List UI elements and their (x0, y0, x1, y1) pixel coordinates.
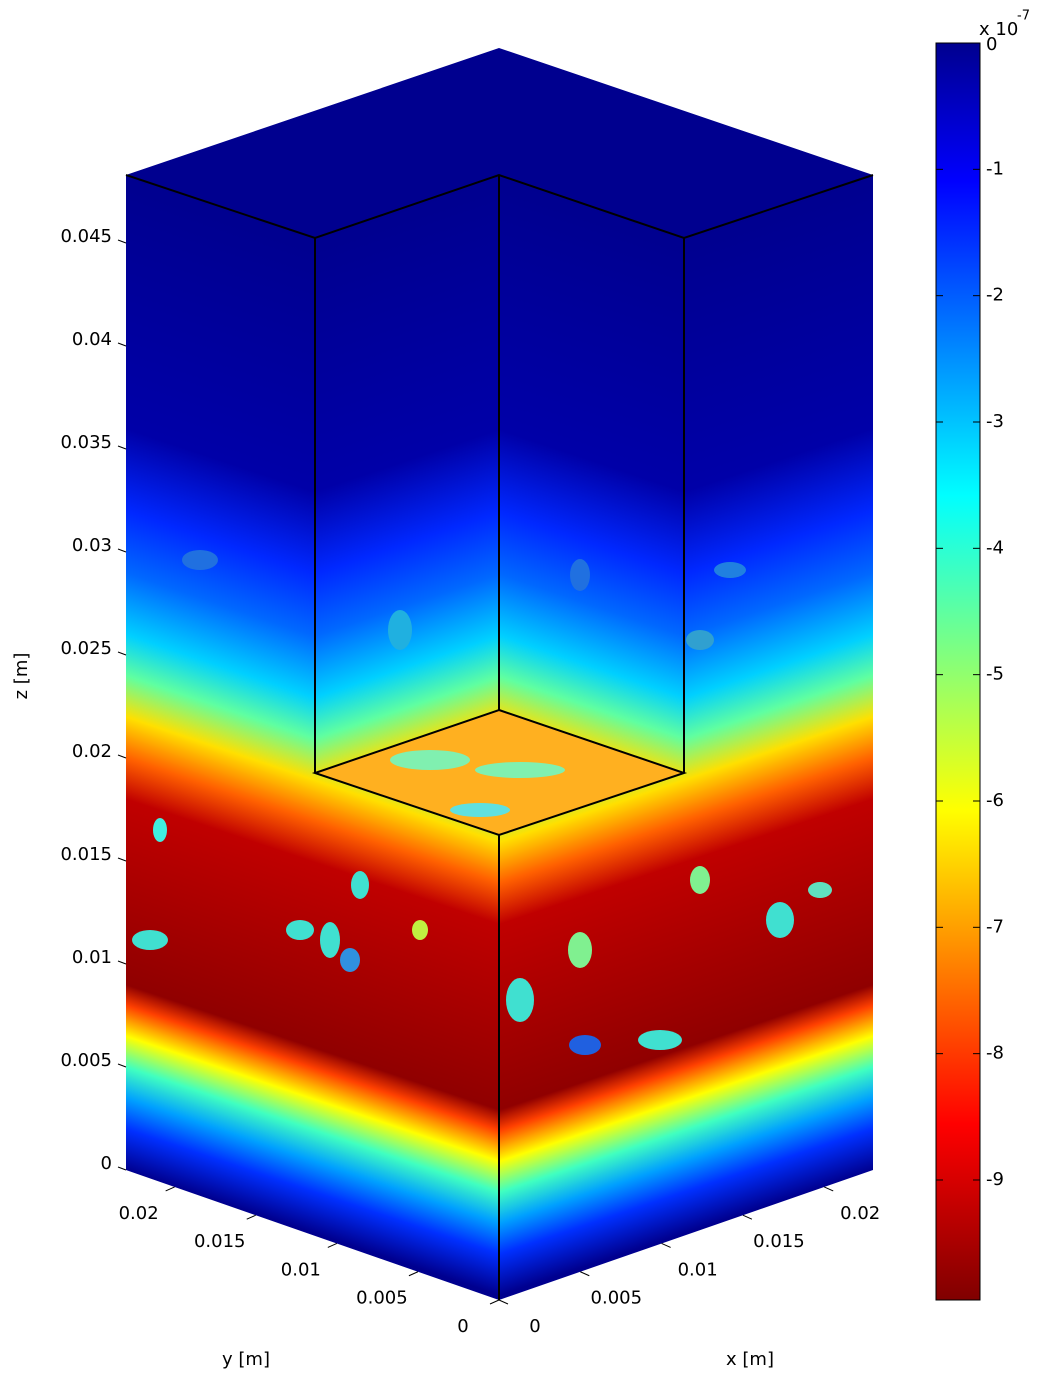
top-face (126, 48, 873, 238)
y-tick-label: 0.005 (356, 1288, 408, 1309)
z-tick-label: 0.015 (60, 844, 112, 865)
inclusion (450, 803, 510, 817)
inclusion (320, 922, 340, 958)
x-tick (580, 1271, 590, 1277)
z-tick (117, 445, 127, 450)
y-tick-label: 0.01 (281, 1259, 321, 1280)
z-tick-label: 0.035 (60, 432, 112, 453)
z-tick (117, 651, 127, 656)
x-tick (742, 1214, 753, 1220)
inclusion (568, 932, 592, 968)
x-tick-label: 0.02 (840, 1203, 880, 1224)
x-tick (498, 1299, 509, 1305)
colorbar-tick-label: 0 (986, 34, 997, 55)
colorbar-tick-label: -6 (986, 790, 1004, 811)
right-face (499, 175, 873, 1300)
inclusion (412, 920, 428, 940)
colorbar-tick-label: -8 (986, 1043, 1004, 1064)
inner-left-wall (315, 175, 499, 773)
z-tick-label: 0.045 (60, 226, 112, 247)
z-tick-label: 0 (101, 1153, 112, 1174)
inclusion (182, 550, 218, 570)
x-tick-label: 0.005 (591, 1288, 643, 1309)
inclusion (569, 1035, 601, 1055)
inclusion (388, 610, 412, 650)
x-tick-label: 0 (529, 1316, 540, 1337)
inclusions (132, 550, 832, 1055)
colorbar-tick-label: -5 (986, 664, 1004, 685)
z-tick-label: 0.01 (72, 947, 112, 968)
z-tick-label: 0.04 (72, 329, 112, 350)
x-tick-label: 0.015 (753, 1231, 805, 1252)
z-tick-label: 0.005 (60, 1050, 112, 1071)
x-axis-label: x [m] (726, 1349, 774, 1370)
y-tick (489, 1299, 500, 1305)
z-tick (117, 960, 127, 965)
inclusion (475, 762, 565, 778)
z-axis-label: z [m] (11, 653, 32, 700)
y-tick-label: 0.015 (194, 1231, 246, 1252)
colorbar-multiplier: x 10 (979, 19, 1018, 40)
z-tick (117, 548, 127, 553)
inclusion (351, 871, 369, 899)
inclusion (340, 948, 360, 972)
y-tick (327, 1243, 338, 1248)
colorbar-tick-label: -9 (986, 1169, 1004, 1190)
y-tick-label: 0.02 (119, 1203, 159, 1224)
colorbar-tick-label: -4 (986, 537, 1004, 558)
inclusion (153, 818, 167, 842)
z-tick (117, 342, 127, 347)
y-tick-label: 0 (457, 1316, 468, 1337)
x-tick-label: 0.01 (678, 1259, 718, 1280)
inner-right-wall (499, 175, 684, 773)
z-tick (117, 239, 127, 244)
colorbar-tick-label: -3 (986, 411, 1004, 432)
colorbar-tick-label: -2 (986, 285, 1004, 306)
left-face (126, 175, 499, 1300)
colorbar-tick-label: -1 (986, 158, 1004, 179)
z-tick-label: 0.03 (72, 535, 112, 556)
x-tick (824, 1186, 834, 1192)
inclusion (638, 1030, 682, 1050)
box-edges (125, 173, 874, 1300)
z-tick-label: 0.02 (72, 741, 112, 762)
z-tick (117, 1166, 127, 1171)
x-tick (661, 1243, 671, 1248)
z-tick (117, 857, 127, 862)
colorbar-tick-label: -7 (986, 916, 1004, 937)
z-tick (117, 754, 127, 759)
y-tick (165, 1186, 175, 1192)
inclusion (286, 920, 314, 940)
inclusion (132, 930, 168, 950)
y-axis-label: y [m] (222, 1349, 270, 1370)
colorbar (935, 42, 981, 1301)
inclusion (766, 902, 794, 938)
inclusion (808, 882, 832, 898)
inclusion (506, 978, 534, 1022)
colorbar-exponent: -7 (1017, 9, 1030, 24)
inclusion (714, 562, 746, 578)
y-tick (408, 1271, 419, 1277)
z-tick (117, 1063, 127, 1068)
volume (125, 48, 874, 1300)
inclusion (570, 559, 590, 591)
inclusion (390, 750, 470, 770)
inclusion (690, 866, 710, 894)
z-tick-label: 0.025 (60, 638, 112, 659)
inclusion (686, 630, 714, 650)
y-tick (246, 1214, 256, 1220)
